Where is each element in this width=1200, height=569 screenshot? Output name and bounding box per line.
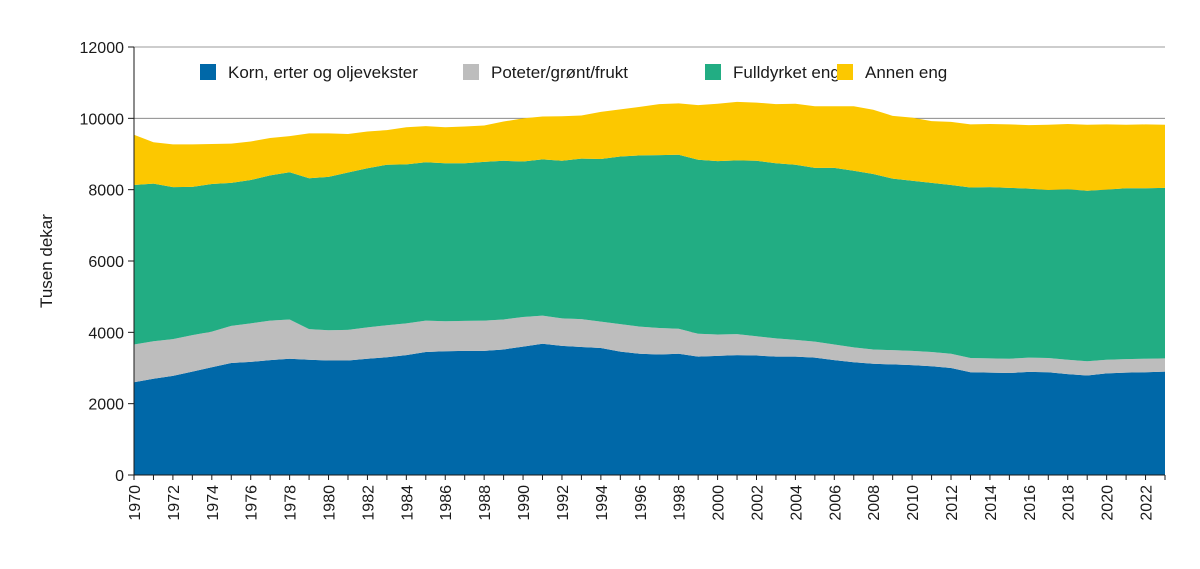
legend-label-4: Annen eng	[865, 63, 947, 82]
x-tick-label: 1992	[555, 485, 572, 521]
legend-swatch-4	[837, 64, 853, 80]
y-tick-label: 4000	[88, 325, 124, 342]
x-tick-label: 1982	[360, 485, 377, 521]
x-tick-label: 2012	[944, 485, 961, 521]
legend-label-3: Fulldyrket eng	[733, 63, 840, 82]
x-tick-label: 2010	[905, 485, 922, 521]
x-tick-label: 1984	[399, 485, 416, 521]
y-tick-label: 12000	[80, 40, 125, 57]
area-series-3	[134, 154, 1165, 362]
x-tick-label: 2000	[711, 485, 728, 521]
x-tick-label: 1974	[205, 485, 222, 521]
x-tick-label: 2008	[866, 485, 883, 521]
x-tick-label: 2004	[788, 485, 805, 521]
x-tick-label: 1988	[477, 485, 494, 521]
x-tick-label: 1998	[672, 485, 689, 521]
x-tick-label: 2018	[1061, 485, 1078, 521]
x-tick-label: 1978	[283, 485, 300, 521]
legend-label-2: Poteter/grønt/frukt	[491, 63, 628, 82]
x-tick-label: 2022	[1139, 485, 1156, 521]
x-tick-label: 2006	[827, 485, 844, 521]
x-tick-label: 1994	[594, 485, 611, 521]
x-tick-label: 2002	[749, 485, 766, 521]
area-series-2	[134, 315, 1165, 383]
x-tick-label: 1976	[244, 485, 261, 521]
y-axis-title: Tusen dekar	[37, 214, 56, 308]
legend-swatch-1	[200, 64, 216, 80]
x-tick-label: 1972	[166, 485, 183, 521]
x-tick-label: 2020	[1100, 485, 1117, 521]
legend-swatch-3	[705, 64, 721, 80]
area-series	[134, 101, 1165, 475]
y-tick-label: 10000	[80, 111, 125, 128]
y-tick-label: 2000	[88, 397, 124, 414]
axes: 0 2000 4000 6000 8000 10000 12000 1970 1972 1974 1…	[80, 40, 1166, 521]
x-tick-label: 1980	[322, 485, 339, 521]
x-tick-label: 2014	[983, 485, 1000, 521]
y-tick-label: 6000	[88, 254, 124, 271]
x-tick-label: 1996	[633, 485, 650, 521]
y-tick-label: 0	[115, 468, 124, 485]
legend: Korn, erter og oljevekster Poteter/grønt/…	[200, 63, 947, 82]
area-series-4	[134, 101, 1165, 191]
x-tick-label: 1986	[438, 485, 455, 521]
legend-swatch-2	[463, 64, 479, 80]
x-tick-label: 1970	[127, 485, 144, 521]
x-tick-label: 1990	[516, 485, 533, 521]
y-tick-label: 8000	[88, 183, 124, 200]
legend-label-1: Korn, erter og oljevekster	[228, 63, 418, 82]
area-series-1	[134, 343, 1165, 475]
x-tick-label: 2016	[1022, 485, 1039, 521]
